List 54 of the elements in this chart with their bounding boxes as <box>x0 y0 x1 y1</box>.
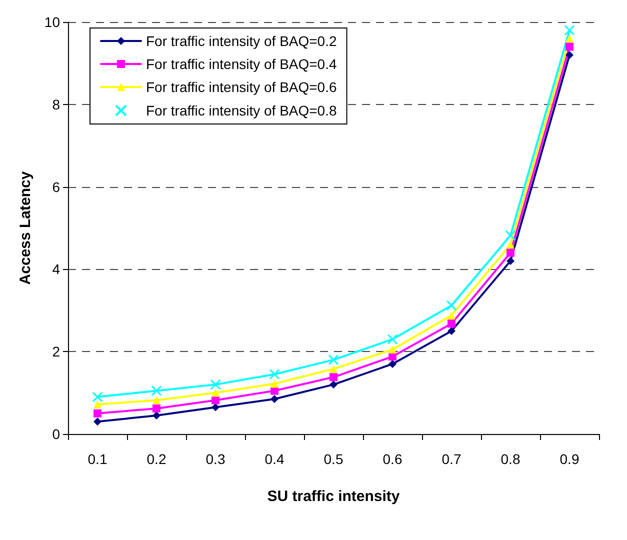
point <box>152 404 160 412</box>
point <box>566 34 574 42</box>
y-tick-label: 6 <box>52 178 60 195</box>
point <box>330 380 338 389</box>
point <box>152 396 160 404</box>
point <box>330 373 338 382</box>
point <box>152 411 160 420</box>
point <box>94 418 102 426</box>
point <box>328 354 339 366</box>
x-axis-title: SU traffic intensity <box>267 488 400 505</box>
y-tick-label: 10 <box>44 14 60 30</box>
point <box>94 400 102 408</box>
legend-label: For traffic intensity of BAQ=0.2 <box>146 33 337 49</box>
x-tick-label: 0.1 <box>88 451 108 467</box>
point <box>212 403 220 412</box>
point <box>270 380 278 388</box>
x-tick-label: 0.6 <box>382 451 402 467</box>
x-tick-label: 0.5 <box>324 451 344 467</box>
point <box>506 256 514 265</box>
point <box>387 334 398 344</box>
point <box>269 369 280 380</box>
legend-label: For traffic intensity of BAQ=0.4 <box>146 56 337 72</box>
point <box>388 346 396 354</box>
point <box>446 300 457 311</box>
point <box>210 379 221 390</box>
x-tick-label: 0.9 <box>560 451 580 467</box>
point <box>330 364 338 373</box>
point <box>448 327 456 335</box>
point <box>564 24 575 36</box>
point <box>566 42 574 51</box>
y-tick-label: 0 <box>52 426 60 442</box>
x-tick-label: 0.2 <box>146 451 166 467</box>
legend-label: For traffic intensity of BAQ=0.8 <box>146 102 337 118</box>
y-axis-title: Access Latency <box>17 170 34 285</box>
y-tick-label: 8 <box>52 96 60 112</box>
x-tick-label: 0.3 <box>206 451 226 467</box>
point <box>270 394 278 403</box>
point <box>448 320 456 328</box>
point <box>151 385 162 396</box>
x-tick-label: 0.7 <box>442 451 462 467</box>
point <box>505 230 516 241</box>
y-tick-label: 2 <box>52 344 60 360</box>
point <box>566 50 574 59</box>
point <box>506 248 514 257</box>
point <box>506 240 514 248</box>
point <box>448 311 456 320</box>
legend-label: For traffic intensity of BAQ=0.6 <box>146 79 337 95</box>
point <box>94 409 102 418</box>
point <box>212 388 220 397</box>
y-tick-label: 4 <box>52 261 60 278</box>
point <box>388 360 396 368</box>
x-tick-label: 0.8 <box>500 451 520 467</box>
point <box>92 392 103 402</box>
x-tick-label: 0.4 <box>264 451 284 467</box>
